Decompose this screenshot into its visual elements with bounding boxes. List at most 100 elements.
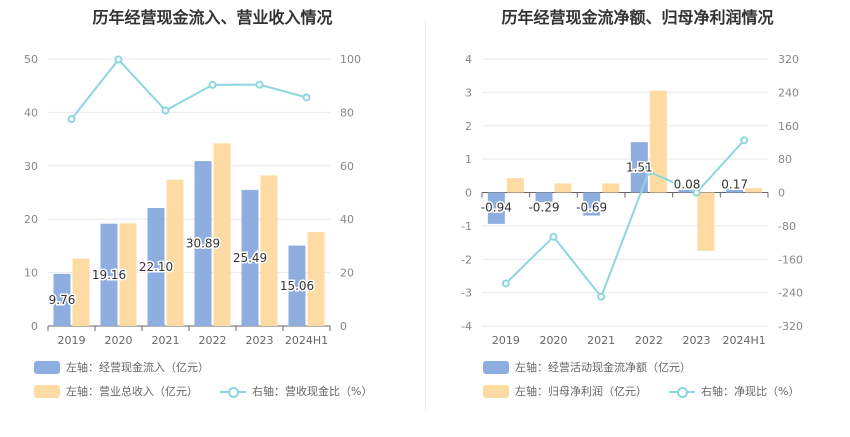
- chart-cash-inflow-revenue: 0 10 20 30 40 50 0 20 40 60 80 100 2019 2020 2021 2022 2…: [24, 53, 361, 347]
- ratio-line-point: [161, 106, 170, 115]
- legend-item-revenue[interactable]: 左轴：营业总收入（亿元）: [34, 383, 198, 399]
- left-axis-tick-label: 4: [465, 53, 472, 66]
- chart-title: 历年经营现金流净额、归母净利润情况: [501, 8, 774, 27]
- left-axis-tick-label: 20: [24, 213, 38, 226]
- left-axis-tick-label: 10: [24, 267, 38, 280]
- data-label: -0.94: [481, 201, 512, 215]
- right-axis-tick-label: -80: [778, 220, 796, 233]
- bar-primary: [726, 186, 744, 193]
- x-axis-tick-label: 2023: [683, 334, 711, 347]
- data-label: 0.17: [721, 178, 748, 192]
- data-label: 25.49: [233, 251, 267, 265]
- right-axis-tick-label: 240: [778, 86, 799, 99]
- bar-secondary: [166, 179, 184, 326]
- ratio-line-point: [67, 115, 76, 124]
- data-label: -0.69: [576, 201, 607, 215]
- ratio-line-point: [114, 55, 123, 64]
- right-axis-tick-label: 320: [778, 53, 799, 66]
- data-label: 0.08: [674, 178, 701, 192]
- data-label: 30.89: [186, 237, 220, 251]
- data-label: 1.51: [626, 160, 653, 174]
- ratio-line: [70, 57, 307, 120]
- chart-panel-cash-inflow: 历年经营现金流入、营业收入情况 0 10 20 30 40 50 0 20 40 60 80 100 2…: [24, 8, 372, 399]
- right-axis-tick-label: 80: [340, 106, 354, 119]
- ratio-line-point: [208, 80, 217, 89]
- right-axis-tick-label: -160: [778, 253, 803, 266]
- left-axis-tick-label: -1: [461, 220, 472, 233]
- left-axis-tick-label: 0: [31, 320, 38, 333]
- right-axis-tick-label: 0: [778, 187, 785, 200]
- bar-secondary: [72, 258, 90, 326]
- ratio-line-point: [302, 93, 311, 102]
- right-axis-tick-label: 100: [340, 53, 361, 66]
- bar-primary: [241, 189, 259, 326]
- legend-item-net-cash[interactable]: 左轴：经营活动现金流净额（亿元）: [483, 359, 691, 375]
- ratio-line-point: [549, 232, 558, 241]
- legend-swatch-line: [220, 385, 246, 398]
- x-axis-tick-label: 2019: [58, 334, 86, 347]
- bar-primary: [100, 223, 118, 326]
- left-axis-tick-label: 30: [24, 160, 38, 173]
- legend-item-net-profit[interactable]: 左轴：归母净利润（亿元）: [483, 383, 647, 399]
- bar-secondary: [260, 175, 278, 326]
- right-axis-tick-label: 80: [778, 153, 792, 166]
- bar-secondary: [602, 183, 620, 193]
- bar-secondary: [307, 232, 325, 326]
- bar-primary: [630, 142, 648, 193]
- ratio-line: [505, 139, 745, 299]
- legend-label: 左轴：归母净利润（亿元）: [515, 385, 647, 398]
- legend-swatch-orange: [483, 384, 509, 398]
- bar-secondary: [554, 183, 572, 193]
- bar-secondary: [649, 90, 667, 193]
- left-axis-tick-label: 2: [465, 120, 472, 133]
- x-axis-tick-label: 2019: [492, 334, 520, 347]
- legend-item-cash-inflow[interactable]: 左轴：经营现金流入（亿元）: [34, 359, 209, 375]
- legend-label: 左轴：经营活动现金流净额（亿元）: [515, 361, 691, 374]
- chart-title: 历年经营现金流入、营业收入情况: [92, 8, 333, 27]
- x-axis-tick-label: 2023: [246, 334, 274, 347]
- left-axis-tick-label: -4: [461, 320, 472, 333]
- bar-primary: [288, 245, 306, 326]
- chart-net-cash-profit: -4 -3 -2 -1 0 1 2 3 4 -320 -240 -160 -80 0 80 160 240 320…: [461, 53, 803, 347]
- x-axis-tick-label: 2021: [587, 334, 615, 347]
- x-axis-tick-label: 2020: [540, 334, 568, 347]
- data-label: -0.29: [528, 201, 559, 215]
- left-axis-tick-label: -3: [461, 287, 472, 300]
- left-axis-tick-label: 3: [465, 86, 472, 99]
- ratio-line-point: [597, 292, 606, 301]
- panel-divider: [425, 20, 426, 410]
- x-axis-tick-label: 2024H1: [723, 334, 766, 347]
- x-axis-tick-label: 2021: [152, 334, 180, 347]
- left-axis-tick-label: 1: [465, 153, 472, 166]
- left-axis-tick-label: 40: [24, 106, 38, 119]
- data-label: 9.76: [49, 293, 76, 307]
- bar-secondary: [745, 188, 763, 193]
- ratio-line-point: [740, 136, 749, 145]
- bar-primary: [487, 192, 505, 224]
- bar-primary: [194, 161, 212, 326]
- right-axis-tick-label: -240: [778, 287, 803, 300]
- legend-swatch-blue: [483, 360, 509, 374]
- legend-swatch-orange: [34, 384, 60, 398]
- right-axis-tick-label: 60: [340, 160, 354, 173]
- right-axis-tick-label: 20: [340, 267, 354, 280]
- ratio-line-point: [644, 167, 653, 176]
- bar-primary: [583, 192, 601, 216]
- data-label: 15.06: [280, 279, 314, 293]
- legend-item-net-cash-ratio[interactable]: 右轴：净现比（%）: [669, 383, 799, 399]
- data-label: 22.10: [139, 260, 173, 274]
- legend-label: 左轴：营业总收入（亿元）: [66, 385, 198, 398]
- legend-label: 右轴：净现比（%）: [701, 385, 800, 398]
- left-axis-tick-label: -2: [461, 253, 472, 266]
- legend-item-cash-ratio[interactable]: 右轴：营收现金比（%）: [220, 383, 372, 399]
- x-axis-tick-label: 2022: [635, 334, 663, 347]
- chart-panel-net-cash: 历年经营现金流净额、归母净利润情况 -4 -3 -2 -1 0 1 2 3 4 -320 -240-…: [425, 0, 850, 437]
- bar-secondary: [506, 178, 524, 193]
- ratio-line-point: [692, 188, 701, 197]
- x-axis-tick-label: 2024H1: [285, 334, 328, 347]
- bar-primary: [535, 192, 553, 203]
- data-label: 19.16: [92, 268, 126, 282]
- left-axis-tick-label: 50: [24, 53, 38, 66]
- bar-secondary: [697, 192, 715, 251]
- x-axis-tick-label: 2020: [105, 334, 133, 347]
